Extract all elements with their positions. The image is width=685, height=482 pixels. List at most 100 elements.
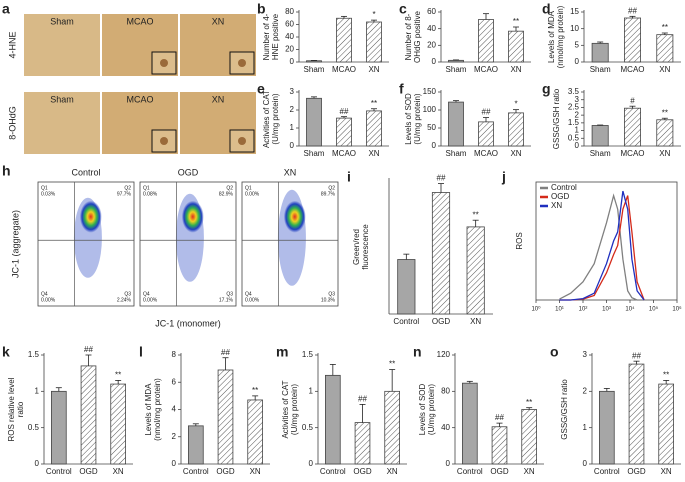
y-tick-label: 1 bbox=[575, 126, 580, 135]
panel-label: c bbox=[399, 1, 407, 17]
x-tick-label: Sham bbox=[590, 149, 611, 158]
y-axis-label: Levels of MDA bbox=[547, 10, 556, 63]
bar bbox=[306, 97, 322, 147]
quadrant-name: Q2 bbox=[226, 185, 233, 191]
quadrant-name: Q3 bbox=[226, 291, 233, 297]
micrograph bbox=[24, 92, 100, 154]
column-label: XN bbox=[212, 94, 225, 104]
panel-label: f bbox=[399, 81, 404, 97]
bar bbox=[336, 117, 352, 147]
panel-label: i bbox=[347, 169, 351, 185]
legend-label: XN bbox=[551, 201, 562, 210]
y-axis-label: ratio bbox=[16, 401, 25, 417]
quadrant-name: Q1 bbox=[41, 185, 48, 191]
y-tick-label: 1 bbox=[309, 386, 314, 395]
y-tick-label: 0.5 bbox=[28, 423, 40, 432]
legend-label: Control bbox=[551, 183, 577, 192]
y-tick-label: 2 bbox=[583, 386, 588, 395]
y-tick-label: 8 bbox=[172, 350, 177, 359]
y-axis-label: Activities of CAT bbox=[281, 380, 290, 438]
column-label: MCAO bbox=[127, 94, 154, 104]
y-tick-label: 1 bbox=[583, 423, 588, 432]
y-tick-label: 0 bbox=[432, 141, 437, 150]
bar bbox=[80, 365, 97, 465]
bar bbox=[462, 382, 478, 465]
significance: ** bbox=[252, 386, 258, 395]
bar bbox=[521, 409, 537, 465]
significance: ** bbox=[662, 23, 668, 32]
significance: ## bbox=[84, 345, 93, 354]
bar bbox=[188, 425, 204, 465]
significance: ** bbox=[526, 398, 532, 407]
x-tick-label: XN bbox=[368, 149, 379, 158]
x-tick-label: MCAO bbox=[474, 149, 498, 158]
quadrant-name: Q2 bbox=[124, 185, 131, 191]
bar bbox=[656, 34, 674, 63]
quadrant-name: Q4 bbox=[143, 291, 150, 297]
significance: ## bbox=[437, 174, 446, 183]
y-axis-label: fluorescence bbox=[361, 224, 370, 270]
x-tick-label: Sham bbox=[304, 149, 325, 158]
x-tick-label: XN bbox=[250, 467, 261, 476]
significance: ** bbox=[663, 371, 669, 380]
panel-label: h bbox=[2, 163, 11, 179]
y-axis-label: (U/mg protein) bbox=[413, 93, 422, 144]
quadrant-value: 82.9% bbox=[219, 191, 234, 197]
y-axis-label: (U/mg protein) bbox=[427, 384, 436, 435]
bar bbox=[656, 119, 674, 147]
cell-density bbox=[79, 200, 102, 233]
y-axis-label: Levels of MDA bbox=[144, 383, 153, 436]
y-tick-label: 0 bbox=[583, 459, 588, 468]
significance: ## bbox=[340, 107, 349, 116]
micrograph bbox=[24, 14, 100, 76]
y-axis-label: (nmol/mg protein) bbox=[153, 378, 162, 441]
bar bbox=[591, 125, 609, 147]
y-tick-label: 5 bbox=[575, 40, 580, 49]
x-tick-label: XN bbox=[524, 467, 535, 476]
quadrant-value: 97.7% bbox=[117, 191, 132, 197]
bar bbox=[628, 363, 645, 465]
x-tick-label: Control bbox=[183, 467, 209, 476]
bar bbox=[110, 383, 126, 465]
y-tick-label: 0 bbox=[290, 57, 295, 66]
bar bbox=[658, 383, 674, 465]
y-axis-label: Levels of SOD bbox=[404, 93, 413, 145]
x-tick-label: Control bbox=[393, 317, 419, 326]
y-tick-label: 4 bbox=[172, 405, 177, 414]
bar bbox=[448, 101, 464, 147]
panel-label: g bbox=[542, 81, 551, 97]
quadrant-value: 0.03% bbox=[41, 191, 56, 197]
y-tick-label: 80 bbox=[441, 386, 450, 395]
x-tick-label: OGD bbox=[353, 467, 371, 476]
bar bbox=[624, 17, 641, 63]
panel-label: l bbox=[139, 344, 143, 360]
y-tick-label: 2 bbox=[575, 110, 580, 119]
y-tick-label: 2 bbox=[172, 432, 177, 441]
y-tick-label: 3 bbox=[575, 95, 580, 104]
y-tick-label: 3.5 bbox=[568, 87, 580, 96]
y-tick-label: 0 bbox=[35, 459, 40, 468]
y-tick-label: 3 bbox=[290, 87, 295, 96]
y-tick-label: 0 bbox=[172, 459, 177, 468]
x-tick-label: 10⁵ bbox=[649, 306, 659, 313]
y-axis-label: (U/mg protein) bbox=[271, 93, 280, 144]
x-tick-label: XN bbox=[113, 467, 124, 476]
bar bbox=[448, 59, 464, 63]
panel-label: e bbox=[257, 81, 265, 97]
x-tick-label: OGD bbox=[216, 467, 234, 476]
bar bbox=[336, 17, 352, 63]
panel-label: k bbox=[2, 344, 10, 360]
quadrant-value: 0.00% bbox=[41, 297, 56, 303]
panel-label: d bbox=[542, 1, 551, 17]
significance: ** bbox=[513, 17, 519, 26]
x-tick-label: Control bbox=[46, 467, 72, 476]
quadrant-name: Q4 bbox=[245, 291, 252, 297]
y-tick-label: 1.5 bbox=[568, 118, 580, 127]
y-tick-label: 0 bbox=[309, 459, 314, 468]
x-tick-label: OGD bbox=[627, 467, 645, 476]
quadrant-value: 0.00% bbox=[245, 297, 260, 303]
significance: ## bbox=[495, 413, 504, 422]
bar bbox=[478, 121, 494, 147]
y-axis-label: (U/mg protein) bbox=[290, 384, 299, 435]
